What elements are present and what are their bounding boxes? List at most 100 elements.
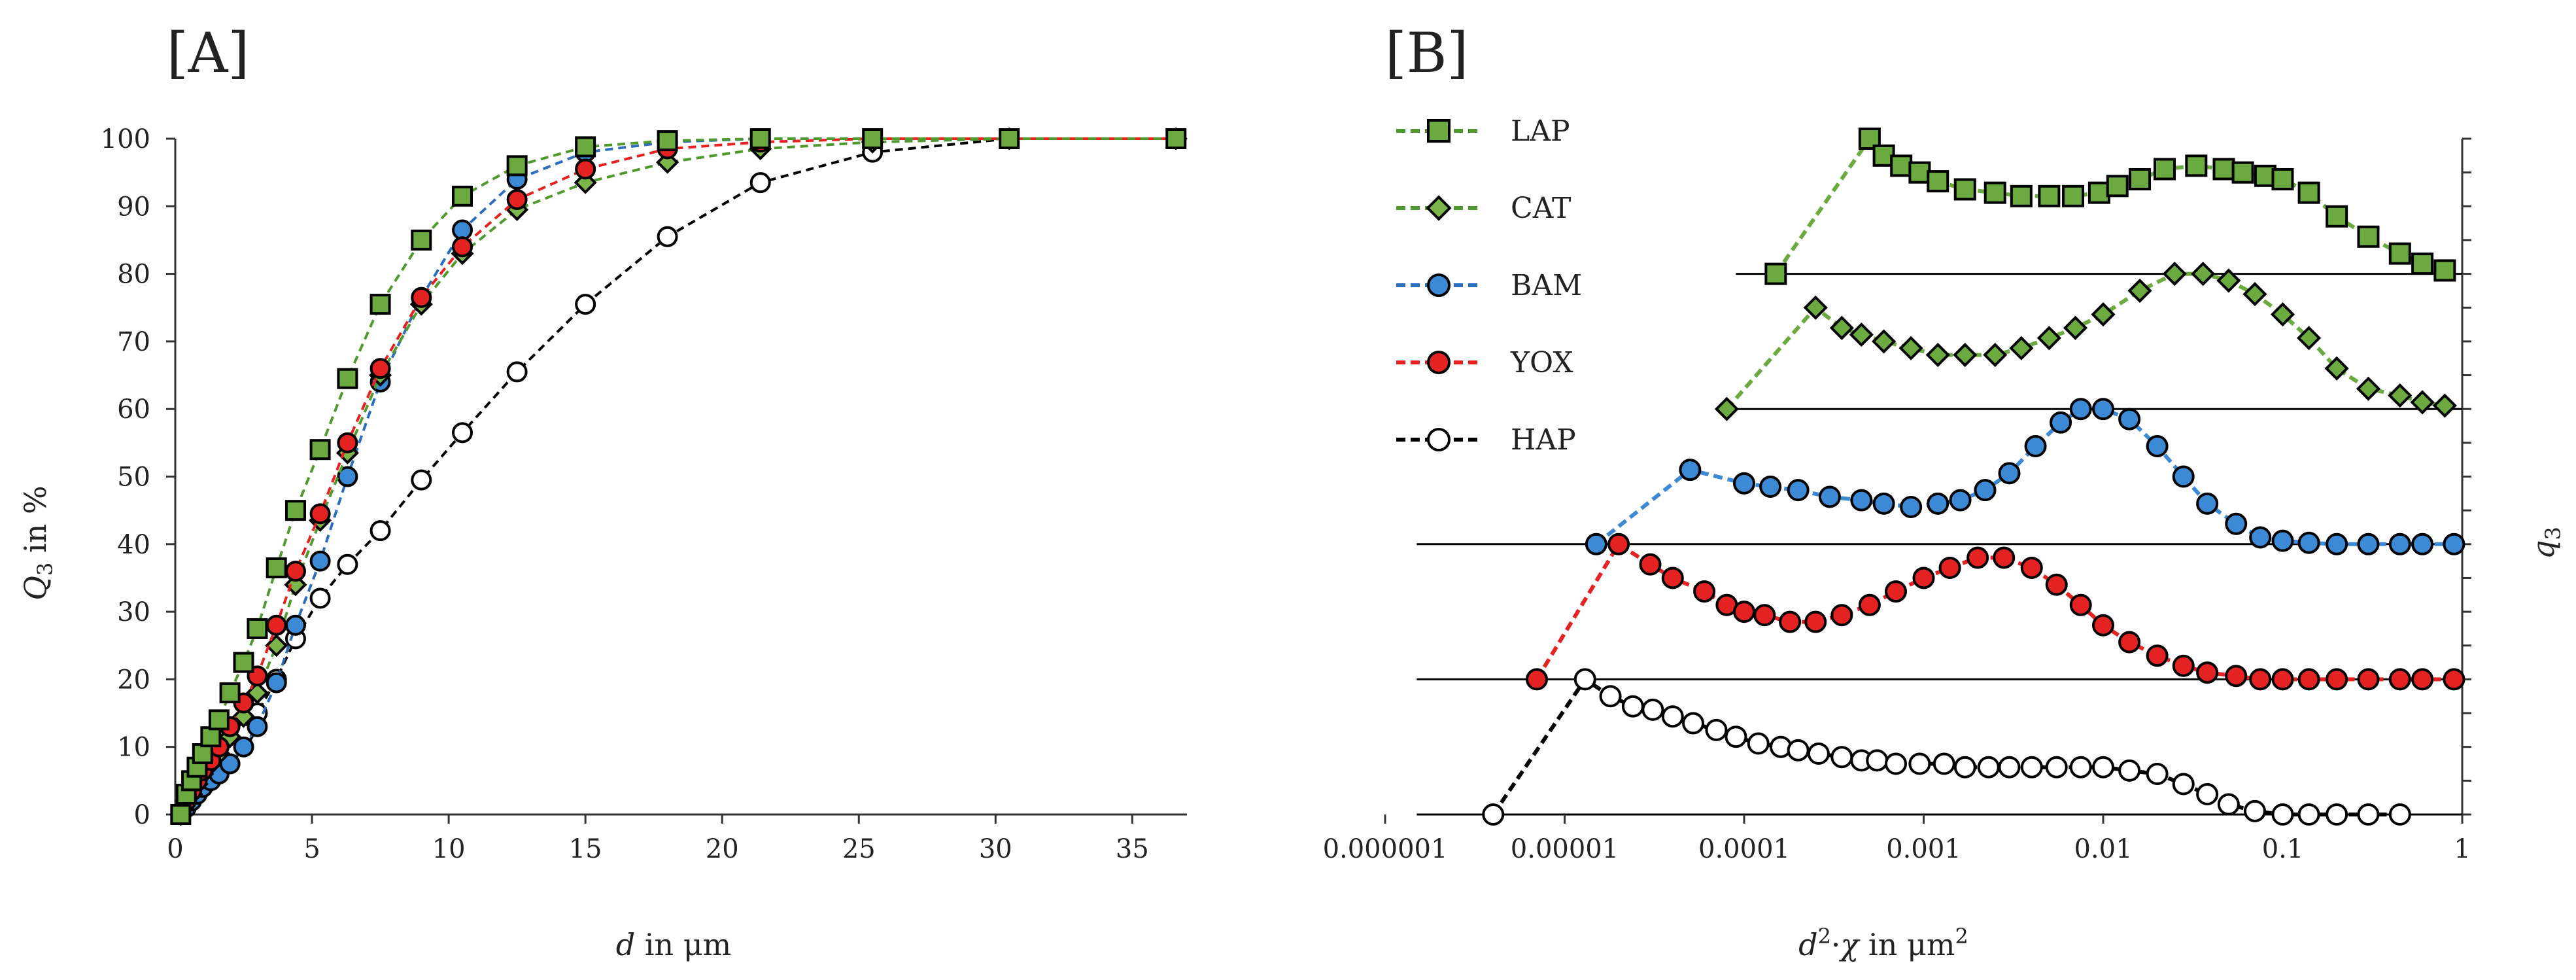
data-point [2020, 756, 2043, 779]
y-tick-label: 20 [117, 665, 150, 695]
y-tick-label: 100 [101, 124, 150, 154]
data-point [2411, 533, 2434, 555]
x-tick-label: 0.001 [1886, 834, 1961, 864]
data-point [1872, 492, 1895, 515]
data-point [1661, 567, 1684, 589]
data-point [309, 550, 331, 572]
data-point [1925, 342, 1950, 368]
data-point [1908, 752, 1931, 775]
data-point [2225, 665, 2248, 688]
xlab-b-sup: 2 [1818, 924, 1831, 949]
data-point [2297, 326, 2322, 351]
y-tick-label: 60 [117, 394, 150, 425]
data-point [1984, 181, 2006, 204]
data-point [2127, 278, 2152, 304]
data-point [2196, 783, 2219, 806]
data-point [1938, 556, 1961, 579]
data-point [411, 229, 432, 251]
data-point [247, 618, 268, 639]
data-point [1858, 593, 1881, 616]
data-point [2271, 803, 2294, 826]
data-point [2249, 526, 2272, 549]
data-point [1866, 749, 1889, 772]
series-hap [1482, 668, 2411, 826]
data-point [2243, 799, 2266, 822]
data-point [266, 557, 287, 578]
data-point [657, 130, 678, 152]
data-point [265, 634, 288, 657]
data-point [1747, 732, 1770, 755]
series-cat [1714, 262, 2457, 421]
data-point [1682, 712, 1705, 735]
data-point [452, 219, 473, 241]
series-line [179, 137, 1176, 816]
panel-a-plot [169, 127, 1188, 826]
data-point [1898, 336, 1923, 360]
data-point [1482, 803, 1505, 826]
data-point [862, 128, 884, 149]
data-point [309, 587, 331, 609]
x-tick-label: 25 [842, 834, 876, 864]
data-point [2326, 205, 2348, 228]
data-point [1850, 489, 1873, 512]
panel-b-y-axis-label: q3 [2526, 527, 2566, 559]
legend-marker [1427, 273, 1451, 297]
data-point [2036, 326, 2061, 351]
data-point [1705, 718, 1728, 741]
data-point [2231, 161, 2254, 184]
y-tick-label: 50 [117, 463, 150, 493]
y-tick-label: 40 [117, 530, 150, 560]
data-point [2172, 465, 2195, 488]
data-point [2092, 398, 2114, 421]
data-point [2162, 262, 2187, 287]
data-point [266, 672, 287, 693]
data-point [1932, 752, 1955, 775]
data-point [2038, 184, 2061, 207]
panel-b-plot [1482, 128, 2465, 826]
x-tick-label: 0.000001 [1323, 834, 1448, 864]
data-point [1679, 459, 1702, 481]
x-tick-label: 20 [706, 834, 739, 864]
data-point [1884, 752, 1907, 775]
data-point [2388, 668, 2411, 691]
data-point [1977, 756, 2000, 779]
panel-a-label: [A] [167, 21, 249, 85]
data-point [247, 716, 268, 737]
data-point [2106, 175, 2129, 198]
series-cat [169, 127, 1188, 826]
data-point [1949, 489, 1972, 512]
data-point [411, 287, 432, 308]
data-point [2045, 756, 2068, 779]
data-point [1165, 128, 1187, 149]
y-tick-label: 80 [117, 260, 150, 290]
data-point [2212, 158, 2235, 181]
data-point [2063, 315, 2088, 340]
data-point [657, 226, 678, 247]
legend-marker [1427, 351, 1451, 374]
data-point [1641, 698, 1664, 721]
panel-b-x-axis-label: d2·χ in μm2 [1798, 924, 1968, 962]
data-point [219, 682, 241, 704]
y-tick-label: 30 [117, 597, 150, 627]
data-point [1733, 472, 1755, 495]
xlab-a-rest: in μm [635, 927, 731, 962]
data-point [2356, 376, 2381, 401]
data-point [284, 561, 306, 582]
data-point [1993, 546, 2016, 569]
data-point [1621, 695, 1644, 718]
series-line [1725, 271, 2445, 411]
data-point [369, 294, 391, 315]
series-bam [170, 128, 1187, 825]
xlab-b-italic: d [1798, 927, 1817, 962]
data-point [2297, 181, 2320, 204]
data-point [2225, 512, 2248, 535]
data-point [284, 573, 307, 597]
data-point [1733, 601, 1755, 623]
y-tick-label: 90 [117, 192, 150, 222]
data-point [1953, 178, 1976, 201]
legend-marker [1426, 195, 1452, 221]
data-point [1953, 756, 1976, 779]
data-point [2062, 184, 2085, 207]
data-point [1998, 756, 2021, 779]
legend-label: YOX [1510, 346, 1573, 379]
